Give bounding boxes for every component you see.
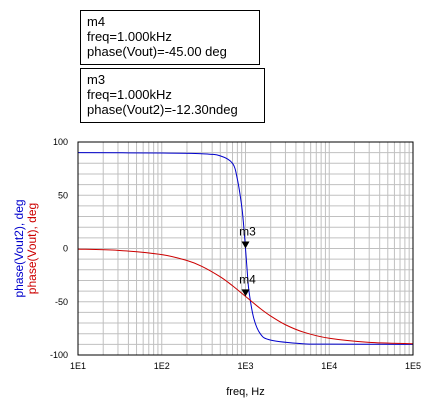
marker-label-m4: m4 [239,272,256,286]
y-axis-label-vout: phase(Vout), deg [25,203,39,294]
grid [78,142,413,355]
y-axis-label-vout2: phase(Vout2), deg [12,199,26,297]
marker-readout-m4: m4 freq=1.000kHz phase(Vout)=-45.00 deg [80,10,260,65]
x-tick-label: 1E1 [70,361,86,371]
y-tick-label: 0 [63,244,68,254]
x-tick-label: 1E4 [321,361,337,371]
marker-value: phase(Vout)=-45.00 deg [87,44,227,59]
marker-points: m3 m4 [239,225,256,297]
marker-freq: freq=1.000kHz [87,87,172,102]
marker-name: m4 [87,14,106,29]
plot-frame [77,141,414,356]
y-tick-label: -50 [55,297,68,307]
marker-value: phase(Vout2)=-12.30ndeg [87,102,238,117]
marker-name: m3 [87,72,106,87]
y-tick-label: 100 [53,137,68,147]
x-tick-label: 1E2 [154,361,170,371]
marker-readout-m3: m3 freq=1.000kHz phase(Vout2)=-12.30ndeg [80,68,265,123]
marker-freq: freq=1.000kHz [87,29,172,44]
y-tick-label: -100 [50,350,68,360]
marker-triangle-m4[interactable] [241,289,250,297]
marker-triangle-m3[interactable] [241,241,250,249]
x-tick-label: 1E3 [237,361,253,371]
tick-labels: 1E1 1E2 1E3 1E4 1E5 100 50 0 -50 -100 [50,137,421,371]
x-axis-label: freq, Hz [226,386,265,398]
marker-label-m3: m3 [239,225,256,239]
y-tick-label: 50 [58,190,68,200]
x-tick-label: 1E5 [405,361,421,371]
